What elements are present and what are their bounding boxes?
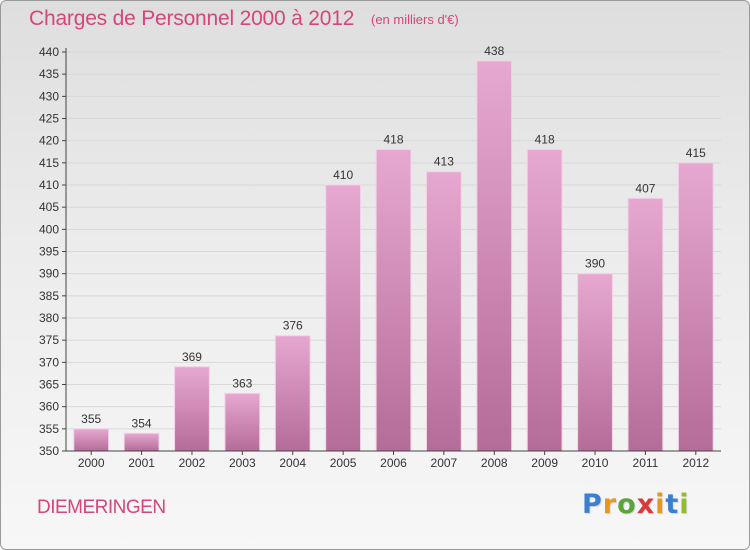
- y-tick-label: 395: [39, 245, 59, 259]
- x-tick-label: 2004: [279, 456, 306, 470]
- bar: [577, 273, 613, 452]
- x-tick-label: 2001: [128, 456, 155, 470]
- bar: [123, 432, 160, 452]
- y-tick-label: 405: [39, 200, 59, 214]
- x-tick-label: 2011: [633, 456, 659, 470]
- logo-letter: i: [679, 489, 690, 520]
- bar: [224, 392, 261, 452]
- data-label: 418: [383, 133, 403, 147]
- y-tick-label: 435: [39, 67, 59, 81]
- y-tick-label: 390: [39, 267, 59, 281]
- proxiti-logo[interactable]: Proxiti: [582, 489, 690, 520]
- y-tick-label: 365: [39, 378, 59, 392]
- x-tick-label: 2005: [330, 456, 357, 470]
- y-tick-label: 360: [39, 400, 59, 414]
- data-label: 369: [182, 350, 202, 364]
- y-tick-label: 440: [39, 45, 59, 59]
- y-tick-label: 350: [39, 444, 59, 458]
- bar: [627, 197, 664, 452]
- y-tick-label: 370: [39, 355, 59, 369]
- x-tick-label: 2009: [531, 456, 558, 470]
- y-tick-label: 400: [39, 222, 59, 236]
- x-tick-label: 2010: [582, 456, 609, 470]
- x-tick-label: 2007: [431, 456, 458, 470]
- data-label: 354: [132, 416, 152, 430]
- logo-letter: i: [655, 489, 666, 520]
- logo-letter: o: [617, 489, 637, 520]
- y-tick-label: 410: [39, 178, 59, 192]
- data-label: 413: [434, 155, 454, 169]
- axes: 350 355 360 365 370 375 380 385 390 395 400 405 410 4…: [39, 45, 721, 470]
- y-tick-label: 375: [39, 333, 59, 347]
- x-tick-label: 2012: [682, 456, 709, 470]
- bar: [677, 162, 714, 452]
- logo-letter: t: [665, 489, 680, 520]
- bar: [274, 335, 311, 452]
- data-label: 363: [232, 376, 252, 390]
- data-label: 376: [283, 319, 303, 333]
- bar: [325, 184, 361, 452]
- bar: [476, 60, 513, 452]
- logo-letter: x: [636, 489, 656, 520]
- y-tick-label: 425: [39, 112, 59, 126]
- data-label: 407: [635, 181, 655, 195]
- data-label: 355: [81, 412, 101, 426]
- data-label: 390: [585, 257, 605, 271]
- bar: [174, 366, 210, 452]
- y-tick-label: 420: [39, 134, 59, 148]
- x-tick-label: 2003: [229, 456, 256, 470]
- bar: [375, 149, 412, 452]
- y-tick-label: 430: [39, 89, 59, 103]
- bar: [426, 171, 462, 452]
- logo-letter: P: [582, 489, 603, 520]
- commune-name: DIEMERINGEN: [37, 497, 166, 518]
- logo-letter: r: [602, 489, 618, 520]
- data-labels: 355 354 369 363 376 410 418 413 438 418 390 407 415: [81, 44, 706, 430]
- x-tick-label: 2000: [78, 456, 105, 470]
- x-tick-label: 2006: [380, 456, 407, 470]
- y-tick-label: 355: [39, 422, 59, 436]
- y-tick-label: 385: [39, 289, 59, 303]
- data-label: 418: [535, 133, 555, 147]
- x-tick-label: 2002: [179, 456, 206, 470]
- bar: [526, 149, 563, 452]
- y-tick-label: 415: [39, 156, 59, 170]
- data-label: 410: [333, 168, 353, 182]
- bar: [73, 428, 110, 452]
- x-tick-label: 2008: [481, 456, 508, 470]
- data-label: 415: [686, 146, 706, 160]
- data-label: 438: [484, 44, 504, 58]
- chart-subtitle: (en milliers d'€): [371, 12, 459, 27]
- bars: [73, 60, 714, 452]
- chart-title: Charges de Personnel 2000 à 2012: [29, 7, 355, 30]
- y-tick-label: 380: [39, 311, 59, 325]
